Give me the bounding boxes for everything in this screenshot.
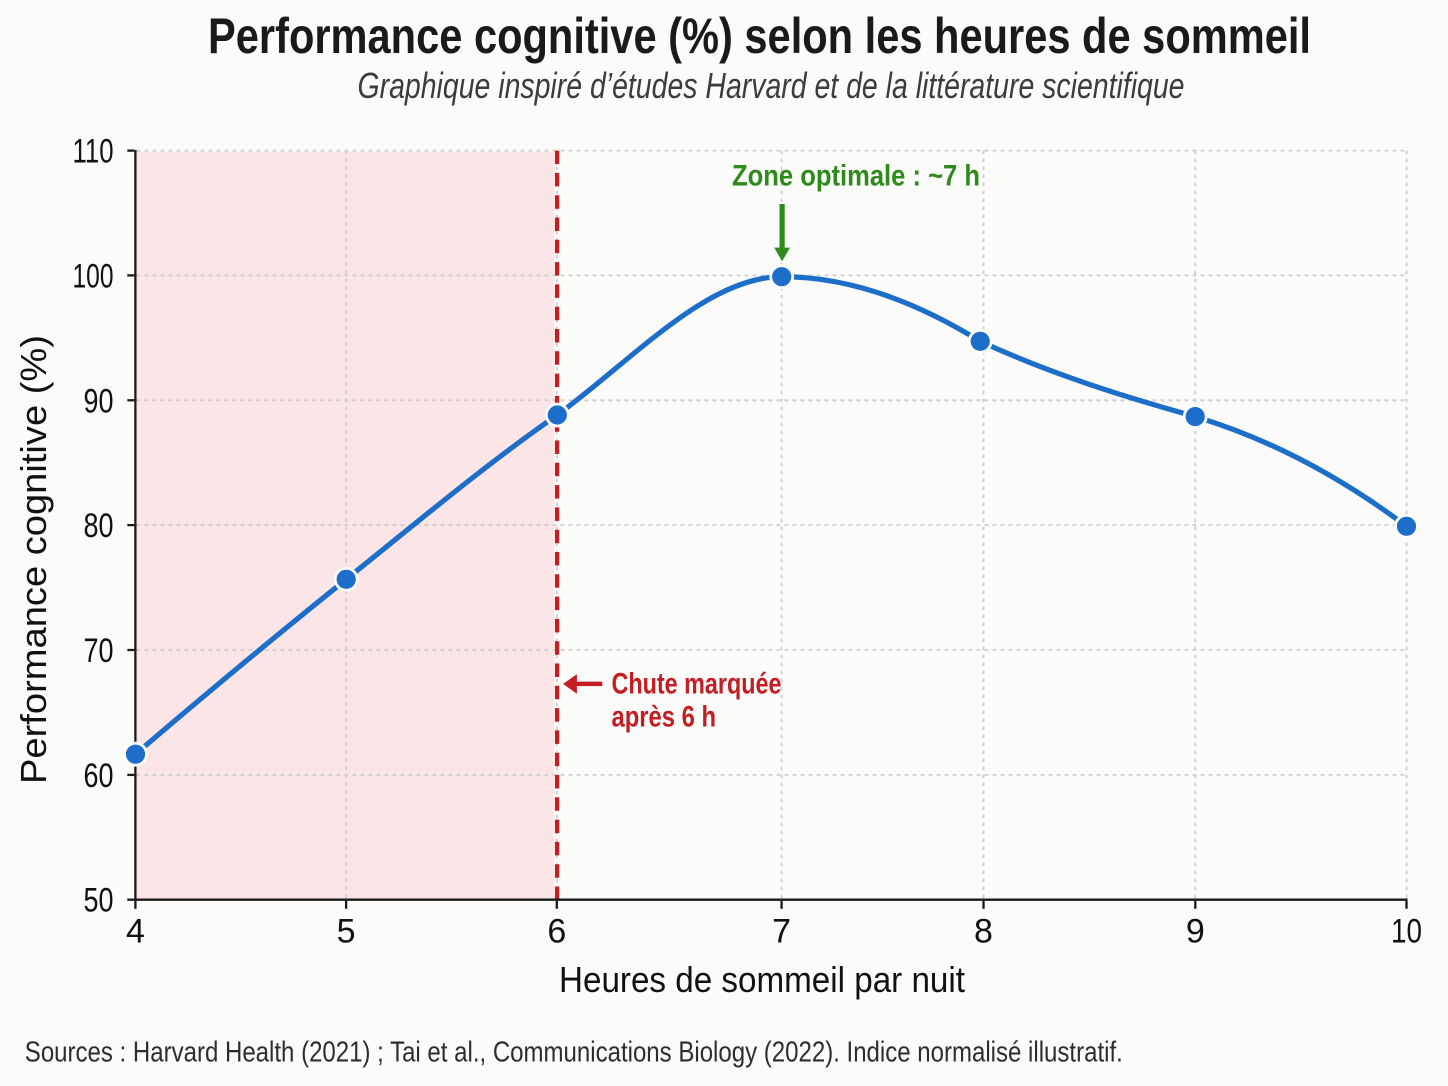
svg-text:Chute marquée: Chute marquée <box>612 668 782 701</box>
svg-text:100: 100 <box>73 257 114 295</box>
svg-text:7: 7 <box>772 913 791 951</box>
svg-text:5: 5 <box>337 913 356 951</box>
svg-text:Performance cognitive (%) selo: Performance cognitive (%) selon les heur… <box>208 8 1311 64</box>
svg-text:8: 8 <box>974 913 993 951</box>
svg-text:Sources : Harvard Health (2021: Sources : Harvard Health (2021) ; Tai et… <box>25 1037 1123 1069</box>
svg-text:90: 90 <box>84 382 114 420</box>
svg-text:Zone optimale : ~7 h: Zone optimale : ~7 h <box>732 160 980 193</box>
svg-text:9: 9 <box>1186 913 1205 951</box>
svg-text:80: 80 <box>84 507 114 545</box>
svg-text:10: 10 <box>1391 913 1422 951</box>
svg-text:110: 110 <box>73 133 114 171</box>
svg-text:Heures de sommeil par nuit: Heures de sommeil par nuit <box>559 959 965 1000</box>
svg-text:4: 4 <box>126 913 145 951</box>
svg-text:après 6 h: après 6 h <box>612 701 717 734</box>
svg-text:50: 50 <box>84 882 114 920</box>
svg-text:6: 6 <box>547 913 566 951</box>
svg-text:Performance cognitive (%): Performance cognitive (%) <box>13 335 54 784</box>
svg-text:Graphique inspiré d’études Har: Graphique inspiré d’études Harvard et de… <box>358 65 1185 106</box>
svg-text:60: 60 <box>84 757 114 795</box>
svg-text:70: 70 <box>84 632 114 670</box>
